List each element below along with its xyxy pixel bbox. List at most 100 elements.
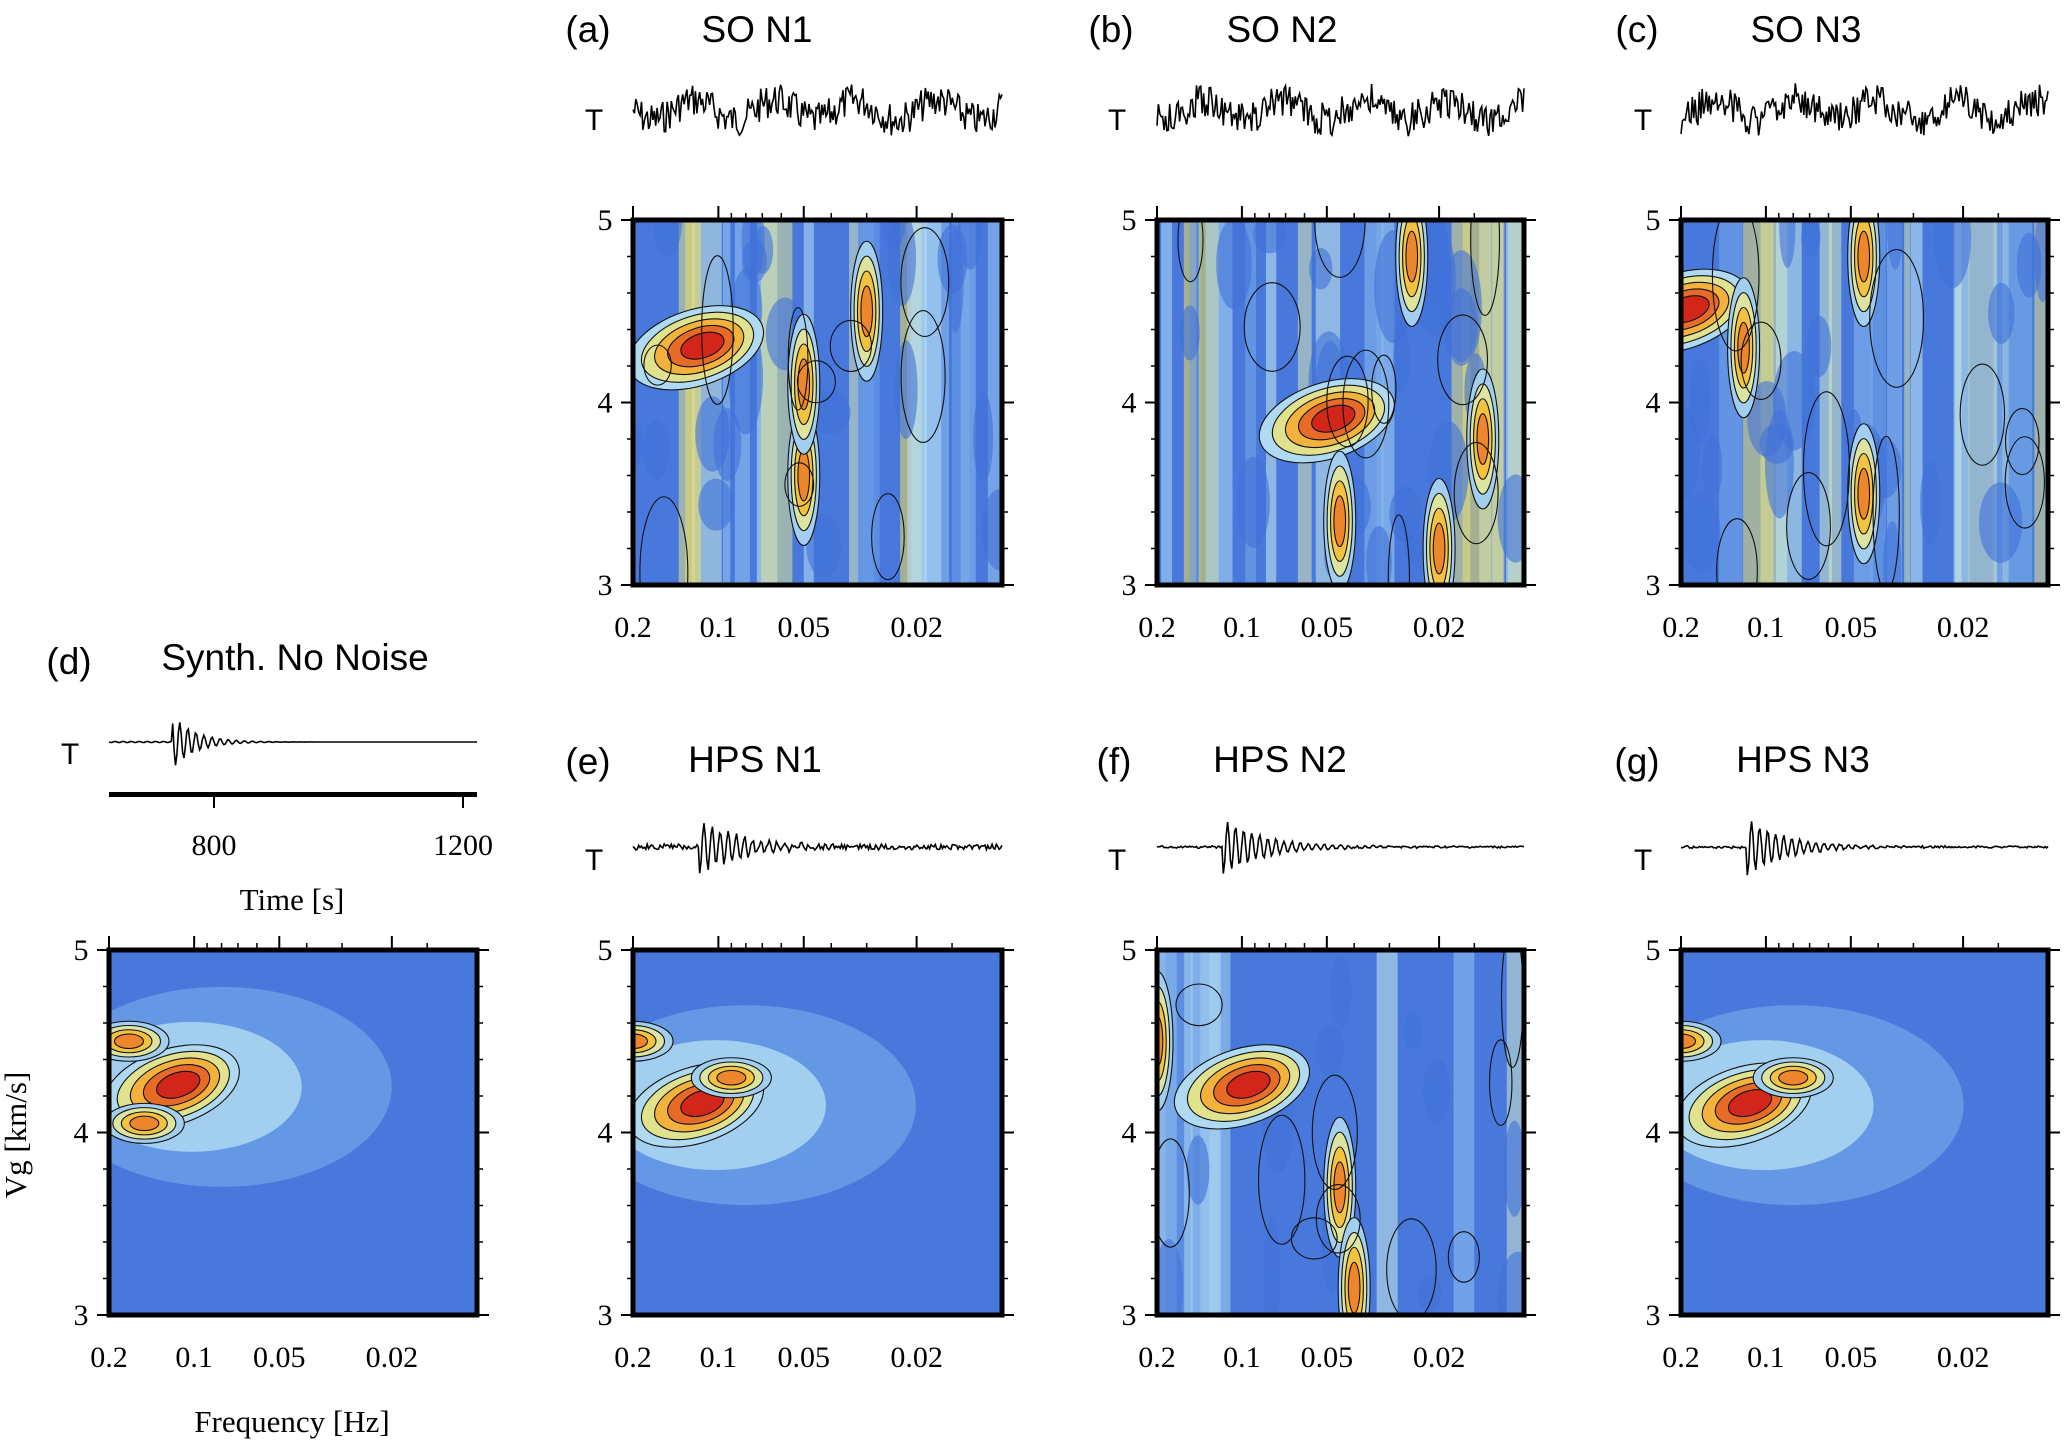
energy-contour: [1872, 435, 1900, 585]
time-axis-label: Time [s]: [240, 882, 345, 917]
panel-title-f: HPS N2: [1213, 739, 1347, 780]
panel-label-c: (c): [1615, 9, 1658, 50]
energy-peak-contour: [1347, 1261, 1361, 1314]
energy-low-patch: [981, 488, 1002, 571]
seismogram-trace: [632, 823, 1003, 874]
energy-low-patch: [1988, 282, 2015, 344]
energy-contour: [1869, 248, 1925, 388]
energy-peak-contour: [1333, 1161, 1347, 1214]
energy-low-patch: [1157, 1239, 1183, 1315]
panel-label-d: (d): [46, 641, 91, 682]
x-tick-label: 0.05: [778, 611, 831, 644]
energy-low-patch: [1920, 461, 1941, 545]
y-tick-label: 4: [1646, 387, 1661, 420]
energy-low-patch: [973, 392, 994, 483]
y-tick-label: 4: [598, 1117, 613, 1150]
y-tick-label: 4: [1646, 1117, 1661, 1150]
energy-band: [1376, 950, 1398, 1315]
time-axis-line: [109, 792, 477, 797]
y-tick-label: 3: [598, 569, 613, 602]
x-tick-label: 0.1: [1747, 1341, 1785, 1374]
y-tick-label: 5: [598, 204, 613, 237]
energy-low-patch: [1978, 482, 2023, 563]
energy-band: [2034, 220, 2048, 585]
energy-low-patch: [1883, 521, 1902, 585]
heatmap-a: [633, 220, 1002, 585]
energy-low-patch: [1330, 954, 1352, 1027]
energy-low-patch: [1315, 1024, 1344, 1077]
trace-channel-label: T: [585, 844, 603, 877]
energy-low-patch: [1236, 456, 1270, 548]
x-tick-label: 0.05: [1301, 1341, 1354, 1374]
x-tick-label: 0.02: [1937, 1341, 1990, 1374]
y-tick-label: 4: [1122, 387, 1137, 420]
energy-low-patch: [1887, 220, 1904, 270]
energy-band: [1953, 220, 1970, 585]
energy-low-patch: [1497, 474, 1524, 563]
energy-band: [1184, 950, 1193, 1315]
energy-low-patch: [806, 512, 842, 578]
panel-title-d: Synth. No Noise: [161, 637, 428, 678]
y-tick-label: 4: [74, 1117, 89, 1150]
seismogram-trace: [1156, 821, 1525, 874]
energy-peak-contour: [1333, 495, 1347, 548]
panel-a: (a) SO N1 T 3 4 5 0.2 0.1 0.05 0.02: [565, 9, 1014, 644]
y-tick-label: 3: [1122, 1299, 1137, 1332]
energy-band: [849, 220, 859, 585]
trace-channel-label: T: [1108, 844, 1126, 877]
energy-contour: [2004, 408, 2040, 476]
energy-contour: [2004, 436, 2045, 529]
energy-peak-contour: [1857, 467, 1871, 520]
energy-contour: [1959, 363, 2006, 466]
energy-contour: [1177, 220, 1204, 283]
panel-title-a: SO N1: [701, 9, 812, 50]
energy-contour: [1786, 472, 1831, 580]
energy-band: [685, 220, 702, 585]
heatmap-b: [1157, 220, 1524, 585]
y-tick-label: 5: [1122, 204, 1137, 237]
y-tick-label: 5: [74, 934, 89, 967]
panel-title-b: SO N2: [1226, 9, 1337, 50]
x-tick-label: 0.02: [1413, 611, 1466, 644]
energy-contour: [1243, 282, 1301, 372]
energy-low-patch: [1179, 305, 1200, 361]
energy-contour: [1387, 514, 1410, 585]
energy-low-patch: [1366, 526, 1393, 585]
panel-label-e: (e): [565, 741, 610, 782]
energy-low-patch: [1765, 409, 1794, 519]
energy-peak-contour: [797, 449, 811, 502]
x-tick-label: 0.2: [1138, 611, 1176, 644]
x-tick-label: 0.1: [1747, 611, 1785, 644]
energy-band: [760, 220, 793, 585]
energy-low-patch: [643, 420, 670, 481]
energy-low-patch: [1422, 1058, 1451, 1124]
energy-contour: [1802, 391, 1851, 547]
seismogram-trace: [1680, 83, 2049, 136]
energy-low-patch: [1216, 220, 1252, 310]
panel-f: (f) HPS N2 T 3 4 5 0.2 0.1 0.05 0.02: [1097, 739, 1536, 1374]
energy-contour: [1311, 1074, 1358, 1191]
energy-band: [960, 220, 976, 585]
energy-peak-contour: [860, 285, 874, 338]
heatmap-d: [109, 950, 477, 1315]
energy-contour: [1470, 220, 1501, 316]
panel-label-a: (a): [565, 9, 610, 50]
energy-low-patch: [894, 340, 918, 439]
x-tick-label: 0.05: [1301, 611, 1354, 644]
energy-peak-contour: [1226, 1070, 1271, 1099]
energy-low-patch: [652, 220, 683, 257]
energy-contour: [1342, 349, 1390, 459]
y-tick-label: 5: [1122, 934, 1137, 967]
energy-band: [1161, 220, 1173, 585]
energy-band: [1993, 220, 2002, 585]
energy-low-patch: [2034, 220, 2048, 303]
y-tick-label: 3: [1646, 1299, 1661, 1332]
x-tick-label: 0.02: [1937, 611, 1990, 644]
trace-channel-label: T: [1634, 104, 1652, 137]
y-tick-label: 3: [1122, 569, 1137, 602]
energy-band: [1828, 220, 1842, 585]
seismogram-trace: [1681, 821, 2049, 876]
panel-g: (g) HPS N3 T 3 4 5 0.2 0.1 0.05 0.02: [1614, 739, 2060, 1374]
time-tick-1200: 1200: [433, 829, 493, 862]
